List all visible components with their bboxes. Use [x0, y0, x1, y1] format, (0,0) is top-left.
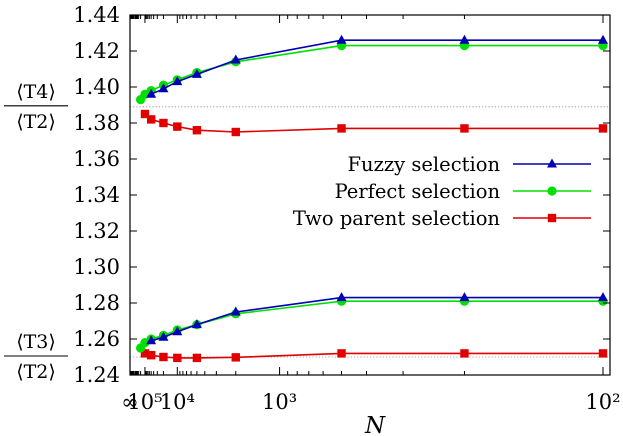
legend-label: Perfect selection [335, 180, 501, 203]
series-line [139, 300, 603, 349]
data-point [598, 349, 608, 358]
data-point [547, 186, 557, 196]
data-point [598, 292, 608, 302]
y-tick-label: 1.32 [73, 219, 120, 243]
y-tick-label: 1.44 [73, 3, 120, 27]
series-line [144, 113, 603, 133]
ratio-numerator: ⟨T3⟩ [16, 331, 56, 353]
legend-label: Two parent selection [293, 207, 501, 230]
legend-label: Fuzzy selection [348, 153, 501, 176]
y-tick-label: 1.42 [73, 39, 120, 63]
data-point [159, 118, 168, 128]
data-point [172, 76, 183, 86]
y-tick-label: 1.28 [73, 291, 120, 315]
series-layer [135, 34, 608, 363]
legend-entry: Perfect selection [335, 180, 591, 203]
y-axis: 1.24 1.26 1.28 1.30 1.32 1.34 1.36 1.38 1.40 1.42… [73, 3, 610, 387]
x-tick-label: 10⁴ [160, 390, 195, 414]
x-tick-label: 10³ [262, 390, 297, 414]
x-tick-label: ∞ [121, 390, 139, 414]
data-point [337, 124, 346, 133]
y-annotation: ⟨T4⟩ ⟨T2⟩ [4, 81, 68, 133]
data-point [146, 88, 157, 98]
data-point [173, 353, 182, 363]
x-axis-label: N [364, 413, 386, 436]
data-point [460, 124, 469, 133]
series-line [139, 44, 603, 101]
data-point [146, 115, 156, 124]
data-point [158, 331, 169, 341]
ratio-denominator: ⟨T2⟩ [16, 361, 56, 383]
data-point [336, 34, 347, 44]
series-fuzzy-selection [146, 34, 608, 345]
data-point [547, 158, 557, 168]
data-point [172, 326, 183, 336]
data-point [158, 83, 169, 93]
data-point [459, 292, 470, 302]
data-point [336, 292, 347, 302]
y-annotation: ⟨T3⟩ ⟨T2⟩ [4, 331, 68, 383]
data-point [460, 349, 469, 358]
y-tick-label: 1.36 [73, 147, 120, 171]
y-tick-label: 1.38 [73, 111, 120, 135]
data-point [192, 126, 202, 135]
x-tick-label: 10² [585, 390, 620, 414]
data-point [459, 34, 470, 44]
series-two-parent-selection [140, 109, 608, 363]
y-tick-label: 1.30 [73, 255, 120, 279]
data-point [146, 335, 157, 345]
data-point [140, 109, 150, 119]
y-tick-label: 1.34 [73, 183, 120, 207]
data-point [337, 349, 346, 358]
data-point [191, 319, 202, 329]
y-tick-label: 1.40 [73, 75, 120, 99]
data-point [547, 213, 557, 223]
y-tick-label: 1.26 [73, 327, 120, 351]
y-tick-label: 1.24 [73, 363, 120, 387]
data-point [598, 124, 608, 133]
data-point [230, 306, 241, 316]
data-point [140, 349, 150, 358]
ratio-numerator: ⟨T4⟩ [16, 81, 56, 103]
legend: Fuzzy selection Perfect selection Two pare… [293, 153, 591, 230]
data-point [231, 353, 240, 362]
ratio-denominator: ⟨T2⟩ [16, 111, 56, 133]
legend-entry: Fuzzy selection [348, 153, 591, 176]
x-tick-label: 10⁵ [127, 390, 162, 414]
data-point [231, 127, 240, 137]
data-point [173, 122, 182, 131]
data-point [598, 34, 608, 44]
data-point [192, 353, 202, 363]
data-point [159, 352, 168, 362]
data-point [191, 68, 202, 78]
data-point [146, 351, 156, 360]
legend-entry: Two parent selection [293, 207, 591, 230]
reference-lines [130, 106, 610, 358]
y-annotations: ⟨T4⟩ ⟨T2⟩ ⟨T3⟩ ⟨T2⟩ [4, 81, 68, 383]
data-point [230, 54, 241, 64]
